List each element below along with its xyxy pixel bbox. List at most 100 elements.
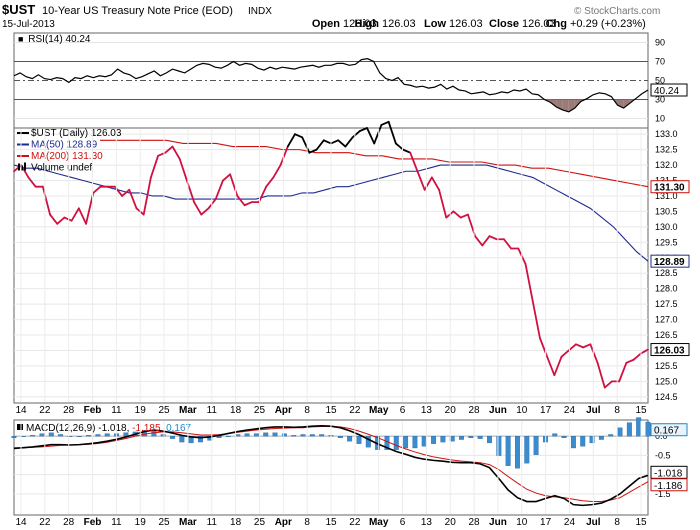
ma200-line <box>100 139 649 188</box>
chart-date: 15-Jul-2013 <box>2 19 55 30</box>
macd-histogram-bar <box>142 430 147 437</box>
price-line-segment <box>430 176 440 191</box>
price-line-segment <box>229 173 239 197</box>
price-line-segment <box>265 176 275 188</box>
ma50-last-value: 128.89 <box>654 257 685 268</box>
x-tick-label: 22 <box>349 405 361 416</box>
price-line-segment <box>358 127 368 132</box>
macd-histogram-bar <box>48 432 54 437</box>
price-line-segment <box>286 133 296 148</box>
price-line-segment <box>243 201 253 207</box>
x-tick-label: Mar <box>179 405 197 416</box>
price-line-segment <box>481 235 491 247</box>
price-tick-label: 124.5 <box>655 392 678 402</box>
price-panel: 124.5125.0125.5126.0126.5127.0127.5128.0… <box>13 120 690 404</box>
x-axis-macd: 14 22 28 Feb 11 19 25 Mar 11 18 25 Apr 8 15 22 May 6 13 20… <box>15 421 647 528</box>
x-tick-label: 22 <box>349 517 361 528</box>
price-line-segment <box>409 151 419 173</box>
x-tick-label: 10 <box>516 405 528 416</box>
macd-histogram-bar <box>160 434 166 437</box>
x-tick-label: 6 <box>400 405 406 416</box>
price-line-segment <box>171 145 181 160</box>
macd-histogram-bar <box>468 436 474 438</box>
price-line-segment <box>582 343 592 349</box>
chart-title: 10-Year US Treasury Note Price (EOD) <box>42 5 233 17</box>
macd-tick-label: -0.5 <box>655 450 671 460</box>
price-line-segment <box>394 142 404 151</box>
rsi-legend-label: RSI(14) 40.24 <box>28 34 91 45</box>
price-line-segment <box>121 188 131 197</box>
price-tick-label: 128.0 <box>655 284 678 294</box>
macd-histogram-bar <box>104 433 110 437</box>
macd-histogram-bar <box>393 436 399 450</box>
macd-histogram-bar <box>170 436 175 439</box>
price-line-segment <box>330 139 340 145</box>
price-line-segment <box>337 139 347 148</box>
macd-histogram-bar <box>552 433 558 437</box>
x-tick-label: 18 <box>230 405 242 416</box>
price-tick-label: 130.0 <box>655 222 678 232</box>
price-line-segment <box>531 300 541 340</box>
price-tick-label: 130.5 <box>655 206 678 216</box>
macd-histogram-bar <box>347 436 353 442</box>
price-line-segment <box>70 207 80 222</box>
x-tick-label: 8 <box>614 517 620 528</box>
price-line-segment <box>56 216 66 225</box>
x-tick-label: 15 <box>635 517 647 528</box>
x-tick-label: 6 <box>400 517 406 528</box>
macd-histogram-bar <box>477 436 483 439</box>
price-tick-label: 132.5 <box>655 145 678 155</box>
price-line-segment <box>560 349 570 358</box>
macd-histogram-bar <box>39 433 45 437</box>
high-value: 126.03 <box>382 18 416 30</box>
x-tick-label: May <box>369 405 389 416</box>
x-tick-label: 11 <box>111 517 122 528</box>
macd-histogram-bar <box>496 436 502 456</box>
rsi-tick-label: 50 <box>655 76 665 86</box>
price-last-badge <box>650 343 690 357</box>
x-tick-label: 25 <box>254 517 266 528</box>
macd-histogram-bar <box>505 436 511 466</box>
x-tick-label: 17 <box>540 405 552 416</box>
x-tick-label: 15 <box>325 405 337 416</box>
x-tick-label: Apr <box>275 405 292 416</box>
price-line-segment <box>149 154 159 179</box>
macd-legend-value: -1.018, <box>98 423 132 434</box>
open-label: Open <box>312 18 340 30</box>
x-tick-label: 28 <box>63 405 75 416</box>
macd-histogram-bar <box>403 436 409 449</box>
price-line-segment <box>575 343 585 349</box>
macd-histogram-bar <box>281 433 287 437</box>
macd-last-value: 0.167 <box>654 426 679 437</box>
macd-histogram-bar <box>645 421 651 437</box>
price-line-segment <box>380 120 390 126</box>
macd-histogram-bar <box>459 436 464 440</box>
price-tick-label: 125.5 <box>655 361 678 371</box>
rsi-oversold-fill <box>562 99 569 112</box>
x-tick-label: Mar <box>179 517 197 528</box>
price-line-segment <box>387 120 397 145</box>
macd-histogram-bar <box>244 433 250 437</box>
price-line-segment <box>603 380 613 389</box>
price-line-segment <box>632 352 642 361</box>
x-tick-label: 19 <box>135 405 147 416</box>
price-line-segment <box>200 207 210 216</box>
ma200-last-value: 131.30 <box>654 183 685 194</box>
price-line-segment <box>402 148 412 154</box>
price-line-segment <box>301 136 311 154</box>
ma200-last-badge <box>650 180 690 194</box>
price-line-segment <box>27 176 37 188</box>
x-tick-label: 13 <box>421 517 433 528</box>
x-tick-label: 14 <box>15 517 27 528</box>
macd-histogram-bar <box>487 436 492 444</box>
macd-histogram-bar <box>337 436 343 438</box>
x-tick-label: 20 <box>445 517 457 528</box>
macd-histogram-bar <box>598 436 604 440</box>
macd-histogram-bar <box>272 432 278 437</box>
x-tick-label: 11 <box>207 405 218 416</box>
price-legend-label: $UST (Daily) 126.03 <box>31 128 122 139</box>
macd-histogram-bar <box>20 436 26 437</box>
x-tick-label: Apr <box>275 517 292 528</box>
price-tick-label: 127.5 <box>655 299 678 309</box>
macd-legend-label: MACD(12,26,9) <box>26 423 98 434</box>
